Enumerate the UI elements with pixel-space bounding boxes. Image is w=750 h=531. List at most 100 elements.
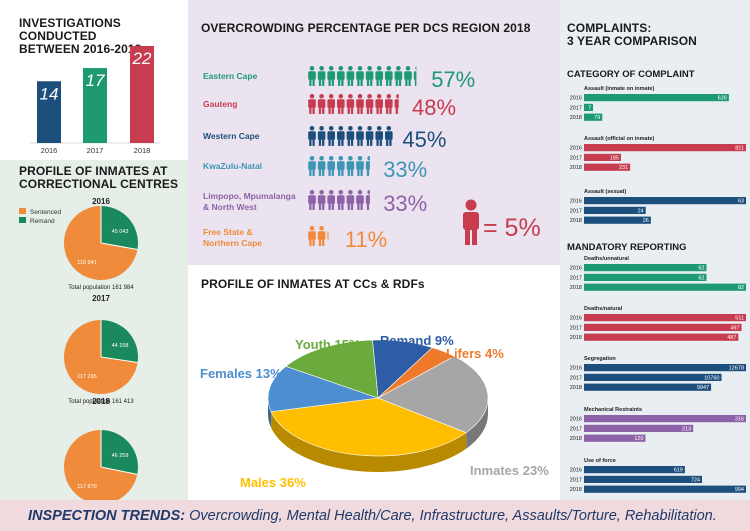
person-leg-left xyxy=(328,238,329,246)
investigations-title: INVESTIGATIONS CONDUCTED BETWEEN 2016-20… xyxy=(19,17,188,56)
person-leg-left xyxy=(318,78,322,86)
person-head xyxy=(376,126,382,131)
pie3d-slice-males xyxy=(270,397,467,457)
region-name-4-line2: & North West xyxy=(203,202,257,212)
person-leg-left xyxy=(309,138,312,146)
person-leg-left xyxy=(357,168,360,176)
investigation-value-2017: 17 xyxy=(86,71,105,90)
group-0-year-2018: 2018 xyxy=(570,115,582,121)
person-body xyxy=(327,131,335,140)
person-leg-right xyxy=(331,168,334,176)
person-leg-right xyxy=(312,238,315,246)
person-leg-left xyxy=(338,168,341,176)
person-body xyxy=(346,71,355,80)
investigation-year-2017: 2017 xyxy=(87,146,104,155)
person-head xyxy=(348,156,353,161)
person-clipped xyxy=(327,231,334,246)
investigations-panel: INVESTIGATIONS CONDUCTED BETWEEN 2016-20… xyxy=(0,0,188,160)
person-body xyxy=(337,131,345,140)
person-head xyxy=(319,126,324,131)
person-head xyxy=(348,126,353,131)
group-4-year-2016: 2016 xyxy=(570,316,582,322)
investigation-year-2018: 2018 xyxy=(134,146,151,155)
group-7-year-2017: 2017 xyxy=(570,477,582,483)
investigation-bar-2018 xyxy=(130,46,154,143)
person-leg-left xyxy=(357,138,360,146)
person-body xyxy=(365,71,374,80)
region-0-person-1 xyxy=(317,66,326,86)
person-head xyxy=(367,66,372,71)
person-leg-left xyxy=(328,78,331,86)
group-2-bar-2016 xyxy=(584,197,746,205)
overcrowding-chart: Eastern Cape 57% Gauteng 48% Western Cape 45%… xyxy=(203,66,541,252)
person-leg-right xyxy=(350,78,354,86)
person-leg-right xyxy=(350,138,354,146)
group-2-bar-2017 xyxy=(584,206,646,214)
person-leg-left xyxy=(318,168,322,176)
group-1-bar-2016 xyxy=(584,144,746,152)
person-body xyxy=(346,131,355,140)
group-7-year-2018: 2018 xyxy=(570,487,582,493)
group-5-bar-2018 xyxy=(584,383,712,391)
key-equals-text: = 5% xyxy=(483,214,541,242)
person-head xyxy=(338,66,344,71)
region-2-person-6 xyxy=(365,126,374,146)
person-leg-left xyxy=(318,106,322,114)
person-leg-left xyxy=(386,138,389,146)
group-4-value-2017: 497 xyxy=(730,325,739,331)
region-name-5-line2: Northern Cape xyxy=(203,238,262,248)
region-0-person-partial xyxy=(413,66,417,86)
person-head xyxy=(309,190,315,195)
person-leg-left xyxy=(338,106,341,114)
person-leg-left xyxy=(347,202,350,210)
group-label-5: Segregation xyxy=(584,356,616,362)
person-leg-left xyxy=(347,106,350,114)
person-head xyxy=(357,156,363,161)
pie3d-label-females: Females 13% xyxy=(200,366,282,381)
person-leg-right xyxy=(341,106,344,114)
group-3-bar-2017 xyxy=(584,273,707,281)
region-4-person-partial xyxy=(365,190,370,210)
region-1-person-6 xyxy=(365,94,374,114)
profile-title: PROFILE OF INMATES AT CORRECTIONAL CENTR… xyxy=(19,165,178,191)
key-person-leg-left xyxy=(465,227,470,245)
person-leg-right xyxy=(331,106,334,114)
region-3-person-4 xyxy=(346,156,355,176)
person-leg-left xyxy=(328,106,331,114)
person-body xyxy=(308,99,316,108)
person-leg-left xyxy=(386,106,389,114)
ccs-pie-chart: Remand 9%Lifers 4% Inmates 23% Males 36% Fe… xyxy=(200,333,549,490)
group-3-value-2017: 62 xyxy=(698,275,704,281)
group-7-value-2018: 994 xyxy=(735,487,744,493)
person-leg-right xyxy=(360,138,363,146)
person-head xyxy=(367,94,372,99)
person-leg-right xyxy=(360,168,363,176)
pie3d-label-males: Males 36% xyxy=(240,475,306,490)
person-leg-left xyxy=(366,202,370,210)
person-leg-left xyxy=(347,78,350,86)
region-0-person-9 xyxy=(394,66,403,86)
footer-lead: INSPECTION TRENDS: xyxy=(28,507,186,524)
group-4-value-2016: 511 xyxy=(735,316,744,322)
person-leg-right xyxy=(360,106,363,114)
region-name-0: Eastern Cape xyxy=(203,71,258,81)
pie-remand-slice-2017 xyxy=(101,320,138,363)
person-leg-right xyxy=(389,78,392,86)
region-0-person-0 xyxy=(308,66,316,86)
person-head xyxy=(357,66,363,71)
person-body xyxy=(346,99,355,108)
person-head xyxy=(376,94,382,99)
person-leg-left xyxy=(328,138,331,146)
group-6-bar-2017 xyxy=(584,424,694,432)
complaints-title-line2: 3 YEAR COMPARISON xyxy=(567,34,697,48)
person-leg-right xyxy=(332,238,334,246)
legend-swatch-sentenced xyxy=(19,208,26,214)
person-head xyxy=(357,190,363,195)
person-body xyxy=(375,71,383,80)
person-leg-right xyxy=(322,238,325,246)
person-head xyxy=(357,126,363,131)
pie3d-label-lifers: Lifers 4% xyxy=(446,346,504,361)
person-leg-right xyxy=(370,138,373,146)
region-2-person-8 xyxy=(385,126,393,146)
person-leg-right xyxy=(398,78,402,86)
